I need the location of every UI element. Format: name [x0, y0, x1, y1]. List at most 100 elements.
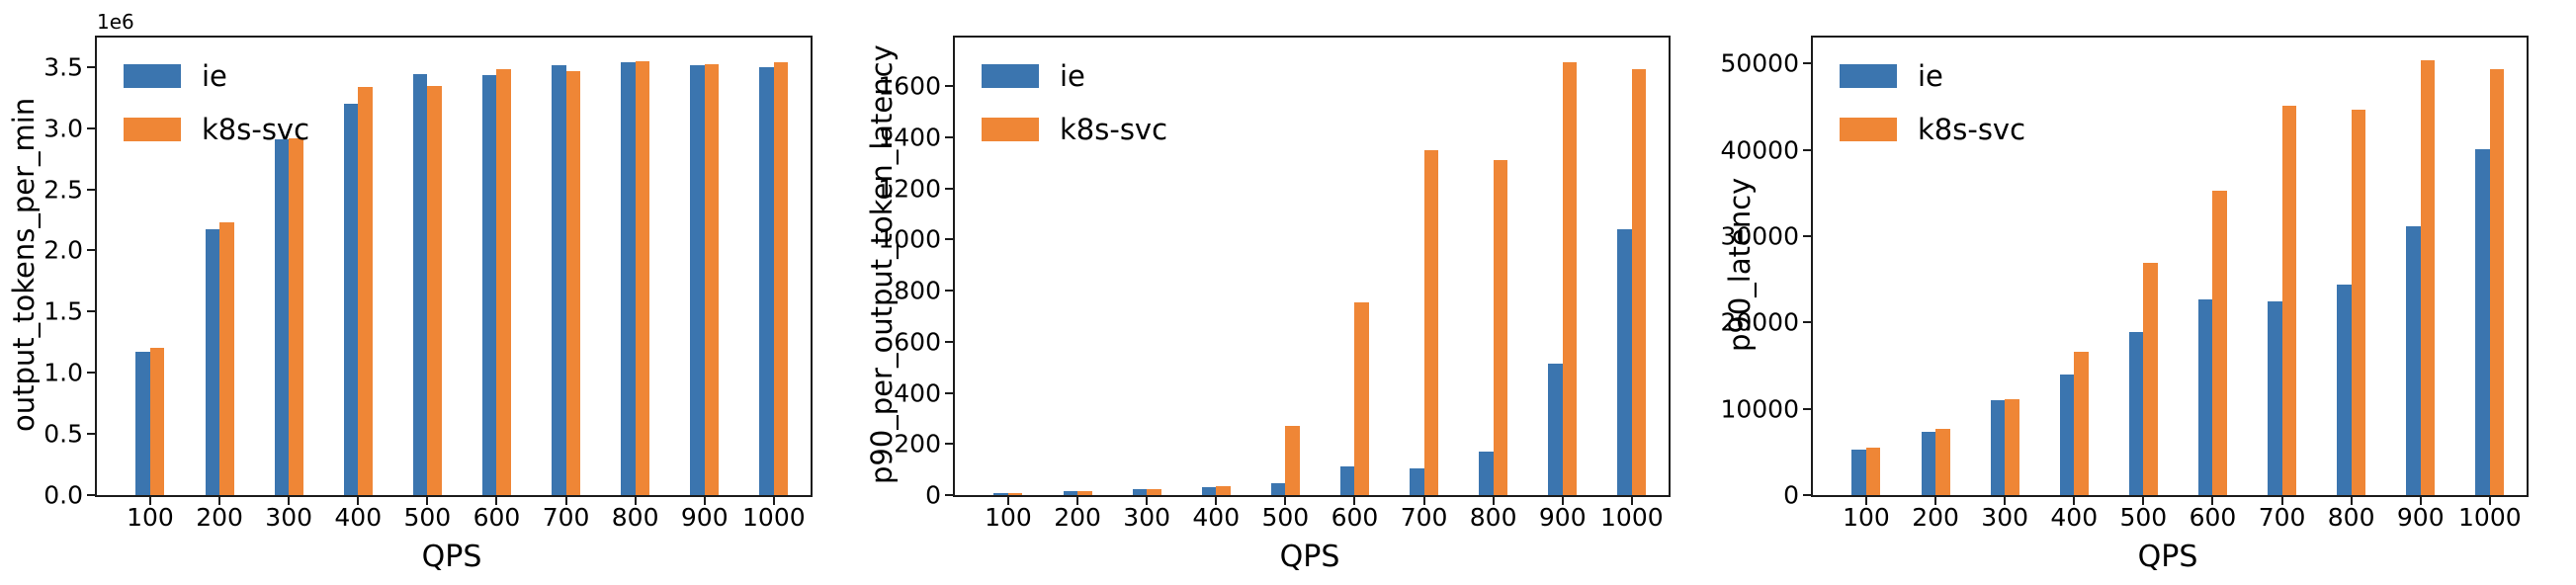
y-tick-label: 3.0	[43, 114, 83, 143]
x-tick-label: 700	[2258, 503, 2306, 532]
bar-ie-qps-300	[274, 138, 290, 495]
x-tick-label: 500	[1261, 503, 1310, 532]
x-axis-label: QPS	[1279, 540, 1340, 574]
y-tick-label: 50000	[1720, 48, 1799, 78]
bar-k8s-svc-qps-500	[1285, 426, 1300, 495]
y-tick-mark	[87, 188, 95, 191]
bar-k8s-svc-qps-100	[1865, 448, 1881, 495]
chart-output-tokens-per-min: 1e6 output_tokens_per_min 0.0 0.5 1.0 1.5 2.…	[0, 0, 858, 585]
x-tick-mark	[1006, 497, 1009, 505]
bar-k8s-svc-qps-800	[635, 60, 650, 495]
x-tick-label: 1000	[742, 503, 806, 532]
bar-ie-qps-900	[690, 65, 705, 495]
bar-k8s-svc-qps-400	[2074, 352, 2089, 495]
bar-k8s-svc-qps-700	[1423, 149, 1439, 495]
bar-k8s-svc-qps-500	[2143, 263, 2158, 495]
y-tick-mark	[87, 433, 95, 436]
bar-ie-qps-700	[1410, 468, 1424, 495]
x-tick-label: 700	[1400, 503, 1448, 532]
y-tick-mark	[1803, 148, 1811, 151]
y-tick-mark	[945, 391, 953, 394]
bar-ie-qps-800	[1479, 451, 1494, 495]
x-tick-label: 900	[2396, 503, 2445, 532]
legend: ie k8s-svc	[124, 59, 309, 166]
legend-label-k8s-svc: k8s-svc	[202, 113, 310, 146]
y-tick-mark	[945, 443, 953, 446]
plot-area: 0 10000 20000 30000 40000 50000 100 200 300 400 50…	[1720, 36, 2529, 532]
x-tick-label: 800	[611, 503, 659, 532]
chart-p90-latency: p90_latency 0 10000 20000 30000 40000 50000 10…	[1716, 0, 2576, 585]
legend-row: ie	[124, 59, 309, 93]
legend-row: k8s-svc	[124, 113, 309, 146]
bar-k8s-svc-qps-200	[1077, 490, 1092, 495]
x-tick-label: 500	[2119, 503, 2168, 532]
x-tick-mark	[288, 497, 291, 505]
y-tick-mark	[87, 126, 95, 129]
y-tick-mark	[1803, 234, 1811, 237]
y-tick-label: 0.0	[43, 480, 83, 510]
y-tick-label: 200	[894, 429, 941, 459]
x-tick-label: 100	[1843, 503, 1890, 532]
bar-ie-qps-800	[2337, 285, 2352, 495]
legend-swatch-ie	[124, 64, 181, 88]
y-axis-label: output_tokens_per_min	[7, 97, 41, 432]
y-tick-mark	[945, 290, 953, 292]
y-axis-label: p90_per_output_token_latency	[865, 44, 899, 484]
bar-k8s-svc-qps-700	[2281, 106, 2297, 495]
bar-k8s-svc-qps-800	[1493, 160, 1508, 495]
legend: ie k8s-svc	[1840, 59, 2025, 166]
bar-ie-qps-100	[135, 352, 150, 495]
legend-row: k8s-svc	[982, 113, 1167, 146]
x-tick-label: 100	[127, 503, 174, 532]
bar-k8s-svc-qps-400	[1216, 485, 1231, 495]
y-tick-mark	[87, 310, 95, 313]
y-tick-mark	[945, 187, 953, 190]
legend-row: ie	[982, 59, 1167, 93]
x-tick-label: 900	[1538, 503, 1587, 532]
legend-row: ie	[1840, 59, 2025, 93]
legend-label-ie: ie	[202, 59, 227, 93]
y-tick-mark	[87, 372, 95, 375]
y-tick-label: 400	[894, 378, 941, 408]
bar-k8s-svc-qps-900	[1562, 61, 1578, 495]
x-tick-label: 900	[680, 503, 729, 532]
y-tick-label: 2.5	[43, 175, 83, 204]
x-tick-label: 300	[1981, 503, 2029, 532]
bar-k8s-svc-qps-900	[2420, 59, 2436, 495]
x-tick-mark	[2211, 497, 2214, 505]
x-tick-label: 600	[472, 503, 521, 532]
x-tick-mark	[703, 497, 706, 505]
y-tick-label: 600	[894, 327, 941, 357]
y-tick-label: 3.5	[43, 52, 83, 82]
y-tick-mark	[945, 238, 953, 241]
y-tick-mark	[945, 340, 953, 343]
bar-ie-qps-300	[1132, 489, 1148, 495]
plot-area: 0.0 0.5 1.0 1.5 2.0 2.5 3.0 3.5 100 200 300 400 500 6…	[43, 36, 813, 532]
x-axis-label: QPS	[2137, 540, 2198, 574]
bar-ie-qps-500	[2128, 331, 2144, 495]
x-tick-label: 800	[2327, 503, 2375, 532]
legend-swatch-k8s-svc	[982, 118, 1039, 141]
x-tick-label: 600	[1331, 503, 1379, 532]
bar-k8s-svc-qps-300	[1147, 489, 1161, 495]
y-tick-label: 1200	[878, 174, 941, 204]
bar-ie-qps-300	[1990, 400, 2006, 495]
y-tick-mark	[945, 494, 953, 496]
y-tick-label: 30000	[1720, 221, 1799, 251]
bar-ie-qps-700	[552, 64, 566, 495]
x-tick-label: 700	[542, 503, 590, 532]
y-tick-mark	[87, 494, 95, 496]
y-tick-label: 40000	[1720, 135, 1799, 165]
y-tick-mark	[87, 65, 95, 68]
y-tick-mark	[1803, 62, 1811, 65]
x-tick-label: 200	[1912, 503, 1959, 532]
legend-label-ie: ie	[1918, 59, 1943, 93]
x-tick-mark	[1864, 497, 1867, 505]
bar-k8s-svc-qps-600	[496, 69, 511, 495]
x-tick-label: 1000	[1600, 503, 1664, 532]
x-tick-label: 300	[265, 503, 313, 532]
bar-ie-qps-100	[993, 492, 1008, 495]
bar-k8s-svc-qps-1000	[773, 61, 789, 495]
bar-ie-qps-800	[621, 61, 636, 495]
